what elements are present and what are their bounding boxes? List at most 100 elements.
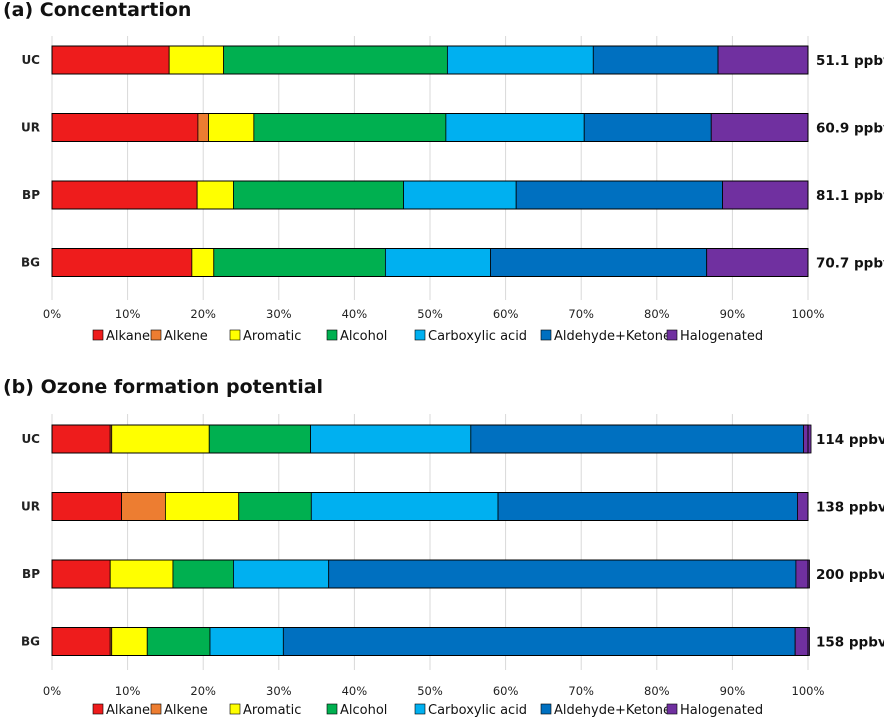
- legend-swatch-carboxylic-acid: [414, 329, 426, 341]
- bar-segment-carboxylic-acid: [403, 180, 517, 210]
- legend-label-aromatic: Aromatic: [243, 703, 301, 718]
- bar-segment-aldehyde-ketone: [282, 627, 796, 656]
- legend-swatch-aldehyde-ketone: [540, 329, 552, 341]
- legend-label-aromatic: Aromatic: [243, 329, 301, 344]
- bar-segment-aldehyde-ketone: [497, 492, 798, 521]
- category-label: UR: [21, 121, 40, 135]
- legend-swatch-aromatic: [229, 703, 241, 715]
- legend-label-halogenated: Halogenated: [680, 703, 763, 718]
- legend-swatch-aldehyde-ketone: [540, 703, 552, 715]
- total-label: 200 ppbv: [816, 567, 884, 583]
- total-label: 114 ppbv: [816, 432, 884, 448]
- bar-segment-alcohol: [253, 113, 447, 142]
- bar-segment-aromatic: [164, 492, 240, 521]
- bar-segment-carboxylic-acid: [445, 113, 585, 142]
- legend-swatch-alkane: [92, 703, 104, 715]
- bar-outline: [51, 492, 809, 521]
- x-tick-label: 90%: [720, 307, 746, 321]
- legend-swatch-alkene: [150, 329, 162, 341]
- x-tick-label: 80%: [644, 307, 670, 321]
- bar-segment-alkane: [51, 424, 111, 454]
- bar-segment-aromatic: [111, 627, 148, 656]
- x-tick-label: 20%: [190, 684, 216, 698]
- bar-segment-alkane: [51, 180, 198, 210]
- total-label: 81.1 ppbv: [816, 188, 884, 204]
- bar-segment-carboxylic-acid: [384, 248, 491, 277]
- bar-outline: [51, 248, 809, 277]
- x-tick-label: 80%: [644, 684, 670, 698]
- bar-segment-halogenated: [795, 559, 810, 589]
- x-tick-label: 60%: [493, 307, 519, 321]
- category-label: UR: [21, 500, 40, 514]
- legend-label-alkane: Alkane: [106, 703, 150, 718]
- total-label: 60.9 ppbv: [816, 121, 884, 137]
- x-tick-label: 40%: [342, 307, 368, 321]
- x-tick-label: 90%: [720, 684, 746, 698]
- bar-segment-halogenated: [794, 627, 810, 656]
- legend-swatch-carboxylic-acid: [414, 703, 426, 715]
- bar-segment-alkene: [197, 113, 209, 142]
- category-label: UC: [21, 53, 40, 67]
- bar-outline: [51, 424, 809, 454]
- bar-segment-alcohol: [213, 248, 386, 277]
- bar-segment-alcohol: [208, 424, 311, 454]
- bar-segment-alkane: [51, 113, 199, 142]
- legend-swatch-halogenated: [666, 329, 678, 341]
- panel-concentration: (a) Concentartion 0% 10% 20% 30% 40% 50% 60% 70%…: [3, 0, 884, 344]
- x-tick-label: 10%: [115, 307, 141, 321]
- bar-segment-alkane: [51, 248, 193, 277]
- legend-label-carboxylic-acid: Carboxylic acid: [428, 329, 527, 344]
- bar-segment-alcohol: [223, 45, 448, 75]
- bar-segment-alcohol: [172, 559, 234, 589]
- bar-segment-halogenated: [710, 113, 809, 142]
- bar-segment-alkene: [121, 492, 166, 521]
- bar-segment-alcohol: [146, 627, 211, 656]
- category-label: BP: [22, 188, 40, 202]
- x-tick-label: 60%: [493, 684, 519, 698]
- bar-segment-carboxylic-acid: [310, 424, 472, 454]
- bar-segment-carboxylic-acid: [446, 45, 594, 75]
- legend-swatch-alkene: [150, 703, 162, 715]
- bar-segment-alkane: [51, 45, 170, 75]
- legend-swatch-alkane: [92, 329, 104, 341]
- legend-swatch-alcohol: [326, 329, 338, 341]
- bar-segment-aldehyde-ketone: [583, 113, 712, 142]
- x-tick-label: 70%: [568, 684, 594, 698]
- x-tick-label: 0%: [43, 307, 61, 321]
- bar-segment-alkane: [51, 559, 111, 589]
- x-tick-label: 50%: [417, 307, 443, 321]
- legend-label-alkane: Alkane: [106, 329, 150, 344]
- bar-segment-halogenated: [722, 180, 809, 210]
- legend-label-halogenated: Halogenated: [680, 329, 763, 344]
- x-tick-label: 40%: [342, 684, 368, 698]
- legend-swatch-halogenated: [666, 703, 678, 715]
- bar-segment-alkane: [51, 492, 122, 521]
- x-tick-label: 30%: [266, 684, 292, 698]
- legend-swatch-alcohol: [326, 703, 338, 715]
- x-tick-label: 100%: [792, 684, 825, 698]
- total-label: 138 ppbv: [816, 500, 884, 516]
- legend-label-alcohol: Alcohol: [340, 329, 387, 344]
- category-label: UC: [21, 432, 40, 446]
- bar-segment-alcohol: [233, 180, 404, 210]
- bar-segment-aromatic: [191, 248, 215, 277]
- category-label: BP: [22, 567, 40, 581]
- panel-title: (b) Ozone formation potential: [3, 376, 323, 398]
- bar-segment-aldehyde-ketone: [328, 559, 797, 589]
- panel-title: (a) Concentartion: [3, 0, 191, 21]
- legend-label-aldehyde-ketone: Aldehyde+Ketone: [554, 329, 671, 344]
- x-tick-label: 20%: [190, 307, 216, 321]
- legend-swatch-aromatic: [229, 329, 241, 341]
- bar-segment-aldehyde-ketone: [515, 180, 723, 210]
- x-tick-label: 10%: [115, 684, 141, 698]
- bar-segment-aromatic: [208, 113, 255, 142]
- bar-outline: [51, 113, 809, 142]
- x-tick-label: 70%: [568, 307, 594, 321]
- total-label: 51.1 ppbv: [816, 53, 884, 69]
- bar-outline: [51, 45, 809, 75]
- x-tick-label: 0%: [43, 684, 61, 698]
- bar-segment-carboxylic-acid: [233, 559, 330, 589]
- category-label: BG: [21, 256, 40, 270]
- bar-outline: [51, 559, 809, 589]
